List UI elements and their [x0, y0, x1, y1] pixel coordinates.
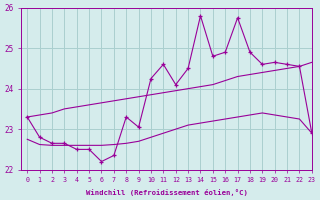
X-axis label: Windchill (Refroidissement éolien,°C): Windchill (Refroidissement éolien,°C): [85, 189, 247, 196]
